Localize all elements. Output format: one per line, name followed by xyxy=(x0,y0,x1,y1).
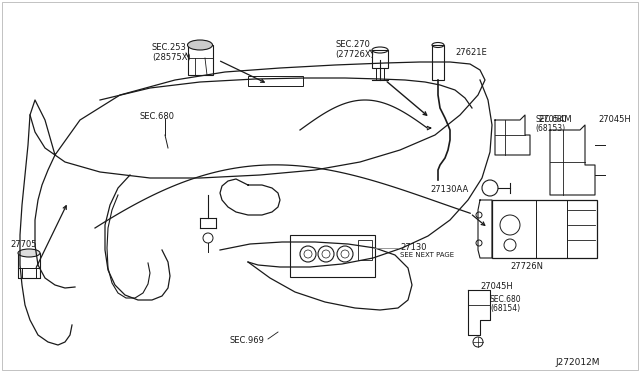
Text: 27045H: 27045H xyxy=(480,282,513,291)
Text: 27054M: 27054M xyxy=(538,115,572,124)
Text: 27705: 27705 xyxy=(10,240,36,249)
Text: 27621E: 27621E xyxy=(455,48,487,57)
Text: (68154): (68154) xyxy=(490,304,520,313)
Text: SEC.680: SEC.680 xyxy=(140,112,175,121)
Bar xyxy=(432,45,444,80)
Bar xyxy=(290,235,375,277)
Ellipse shape xyxy=(18,249,40,257)
Bar xyxy=(18,253,40,278)
Ellipse shape xyxy=(188,40,212,50)
Text: (27726X): (27726X) xyxy=(335,50,374,59)
Text: J272012M: J272012M xyxy=(555,358,600,367)
Text: 27726N: 27726N xyxy=(510,262,543,271)
Text: SEC.680: SEC.680 xyxy=(490,295,522,304)
Bar xyxy=(492,200,597,258)
Text: 27045H: 27045H xyxy=(598,115,631,124)
Text: SEC.270: SEC.270 xyxy=(335,40,370,49)
Text: SEC.680: SEC.680 xyxy=(535,115,566,124)
Text: SEC.253: SEC.253 xyxy=(152,43,187,52)
Text: (68153): (68153) xyxy=(535,124,565,133)
Text: SEC.969: SEC.969 xyxy=(230,336,265,345)
Bar xyxy=(248,76,303,86)
Text: 27130: 27130 xyxy=(400,243,426,252)
Bar xyxy=(372,50,388,68)
Bar xyxy=(358,240,372,260)
Text: 27130AA: 27130AA xyxy=(430,185,468,194)
Text: SEE NEXT PAGE: SEE NEXT PAGE xyxy=(400,252,454,258)
Text: (28575X): (28575X) xyxy=(152,53,191,62)
Bar xyxy=(188,45,213,75)
